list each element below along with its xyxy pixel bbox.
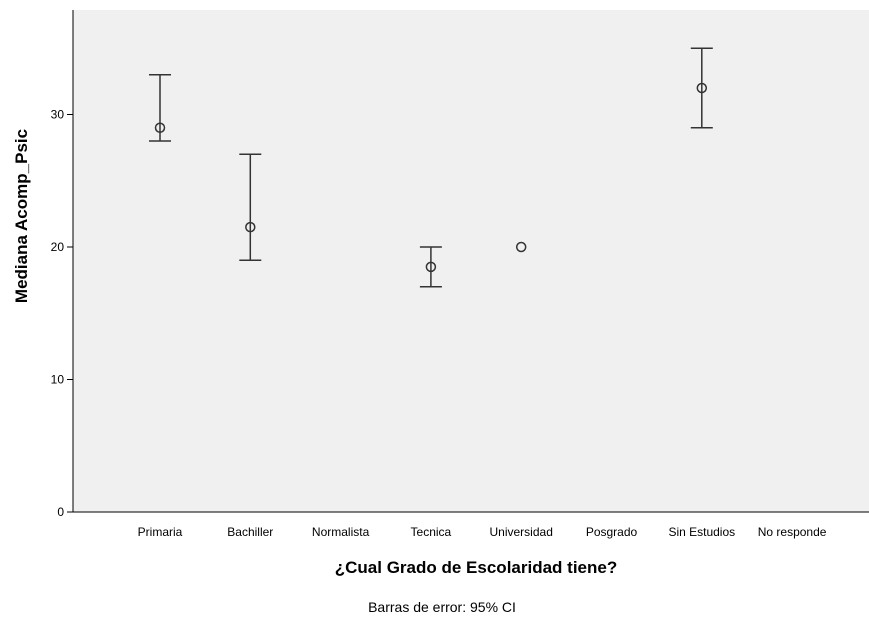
x-tick-label: Tecnica [411,525,452,539]
error-bar [149,74,171,142]
error-bar [690,47,713,129]
error-bar [419,246,442,288]
x-tick-label: Primaria [138,525,183,539]
y-tick-label: 10 [51,373,65,387]
x-tick-label: Sin Estudios [668,525,735,539]
median-point [245,221,256,233]
y-tick-label: 30 [51,108,65,122]
x-tick-label: No responde [758,525,827,539]
median-point [154,122,166,133]
x-tick-label: Universidad [490,525,553,539]
plot-area [73,10,869,512]
y-axis-ticks: 0 10 20 30 [51,108,73,519]
error-bars [149,47,713,288]
x-tick-label: Normalista [312,525,370,539]
median-point [515,241,527,253]
x-axis-title: ¿Cual Grado de Escolaridad tiene? [335,558,617,577]
x-tick-label: Posgrado [586,525,638,539]
x-axis-ticks: Primaria Bachiller Normalista Tecnica Univer… [138,525,827,539]
y-axis-title: Mediana Acomp_Psic [12,129,31,303]
error-bar [239,153,262,261]
chart-footnote: Barras de error: 95% CI [368,599,516,615]
median-point [425,261,437,273]
median-point [696,82,708,94]
x-tick-label: Bachiller [227,525,273,539]
y-tick-label: 20 [51,240,65,254]
y-tick-label: 0 [57,505,64,519]
